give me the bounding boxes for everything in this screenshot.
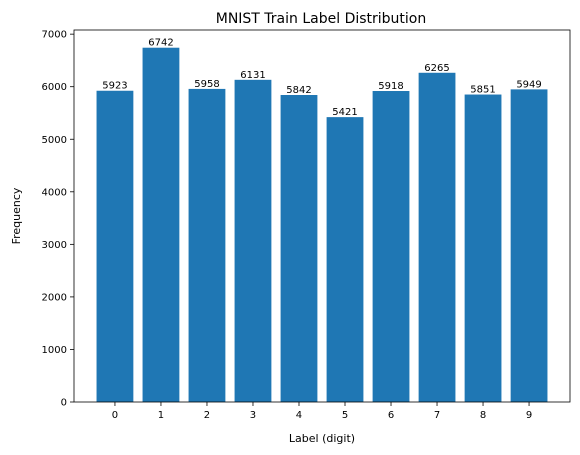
bar-1 (142, 47, 180, 402)
x-tick-label-1: 1 (158, 410, 164, 421)
y-tick-label-7000: 7000 (42, 30, 67, 41)
bar-value-label-1: 6742 (148, 38, 173, 49)
y-axis-label: Frequency (10, 187, 23, 244)
x-tick-label-4: 4 (296, 410, 302, 421)
bar-value-label-9: 5949 (516, 79, 541, 90)
y-tick-label-2000: 2000 (42, 292, 67, 303)
y-axis-ticks: 0 1000 2000 3000 4000 5000 6000 7000 (42, 30, 74, 409)
y-tick-label-1000: 1000 (42, 345, 67, 356)
bar-4 (280, 95, 318, 403)
x-tick-label-0: 0 (112, 410, 118, 421)
bar-2 (188, 88, 226, 402)
bar-value-label-8: 5851 (470, 85, 495, 96)
bar-9 (510, 89, 548, 402)
x-tick-label-9: 9 (526, 410, 532, 421)
bar-7 (418, 72, 456, 402)
bar-3 (234, 79, 272, 403)
x-tick-label-6: 6 (388, 410, 394, 421)
bar-value-label-7: 6265 (424, 63, 449, 74)
bars-group (96, 47, 548, 403)
bar-value-label-5: 5421 (332, 107, 357, 118)
bar-8 (464, 94, 502, 402)
y-tick-label-3000: 3000 (42, 240, 67, 251)
x-axis-ticks: 0 1 2 3 4 5 6 7 8 9 (112, 402, 532, 421)
chart-title: MNIST Train Label Distribution (216, 11, 427, 27)
bar-value-label-3: 6131 (240, 70, 265, 81)
bar-6 (372, 91, 410, 402)
bar-5 (326, 117, 364, 402)
bar-labels-group: 5923 6742 5958 6131 5842 5421 5918 6265 5851 5949 (102, 38, 542, 118)
x-tick-label-2: 2 (204, 410, 210, 421)
x-tick-label-3: 3 (250, 410, 256, 421)
y-tick-label-6000: 6000 (42, 82, 67, 93)
x-axis-label: Label (digit) (289, 432, 355, 445)
x-tick-label-5: 5 (342, 410, 348, 421)
bar-value-label-4: 5842 (286, 85, 311, 96)
x-tick-label-7: 7 (434, 410, 440, 421)
plot-frame (73, 29, 571, 403)
x-tick-label-8: 8 (480, 410, 486, 421)
bar-0 (96, 90, 134, 403)
y-tick-label-0: 0 (61, 398, 67, 409)
bar-value-label-2: 5958 (194, 79, 219, 90)
y-tick-label-4000: 4000 (42, 187, 67, 198)
bar-value-label-6: 5918 (378, 81, 403, 92)
bar-value-label-0: 5923 (102, 81, 127, 92)
y-tick-label-5000: 5000 (42, 135, 67, 146)
